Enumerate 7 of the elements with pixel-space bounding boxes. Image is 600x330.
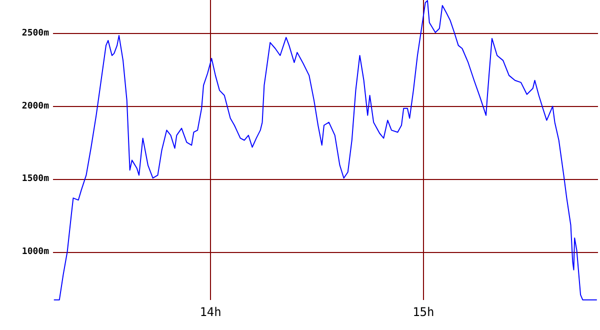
line-series: [54, 0, 598, 300]
x-tick-label: 15h: [412, 305, 434, 319]
y-tick-label: 1000m: [22, 246, 50, 257]
y-tick-label: 2000m: [22, 101, 50, 112]
y-tick-label: 2500m: [22, 28, 50, 38]
x-tick-label: 14h: [200, 305, 222, 319]
y-tick-label: 1500m: [22, 174, 50, 184]
